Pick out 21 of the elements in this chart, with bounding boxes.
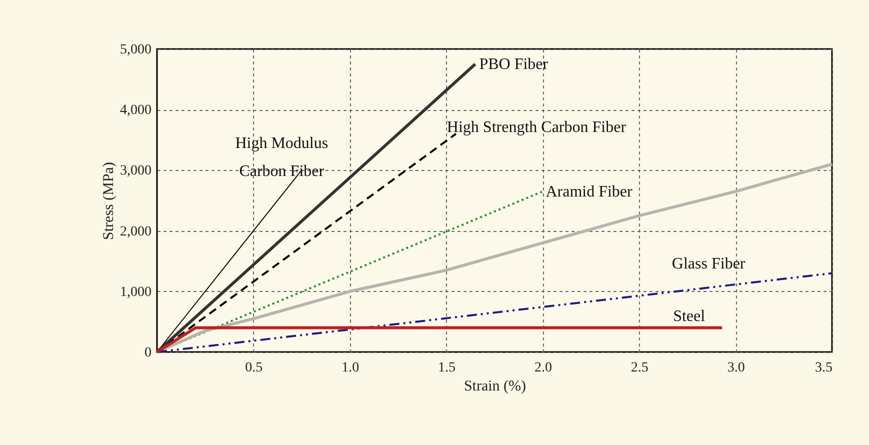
x-tick-label: 3.0 xyxy=(727,360,745,376)
y-tick-label: 1,000 xyxy=(120,284,152,300)
y-axis-title: Stress (MPa) xyxy=(101,162,117,240)
annotation: PBO Fiber xyxy=(479,56,549,74)
x-axis-title: Strain (%) xyxy=(464,378,526,394)
annotation: Steel xyxy=(673,308,706,325)
y-tick-label: 2,000 xyxy=(120,224,152,240)
annotation: Glass Fiber xyxy=(672,256,746,273)
x-tick-label: 3.5 xyxy=(815,360,832,376)
x-tick-label: 1.0 xyxy=(342,360,360,376)
y-tick-label: 3,000 xyxy=(120,164,152,179)
y-tick-label: 4,000 xyxy=(120,103,152,118)
y-tick-label: 5,000 xyxy=(120,42,152,58)
annotation: Aramid Fiber xyxy=(546,183,634,200)
annotation: High Modulus Carbon Fiber xyxy=(235,135,328,180)
y-tick-label: 0 xyxy=(144,346,152,360)
x-tick-label: 0.5 xyxy=(245,360,263,376)
x-tick-label: 1.5 xyxy=(438,360,456,376)
annotation: High Strength Carbon Fiber xyxy=(446,118,627,136)
x-tick-label: 2.0 xyxy=(534,360,552,376)
x-tick-label: 2.5 xyxy=(630,360,648,376)
